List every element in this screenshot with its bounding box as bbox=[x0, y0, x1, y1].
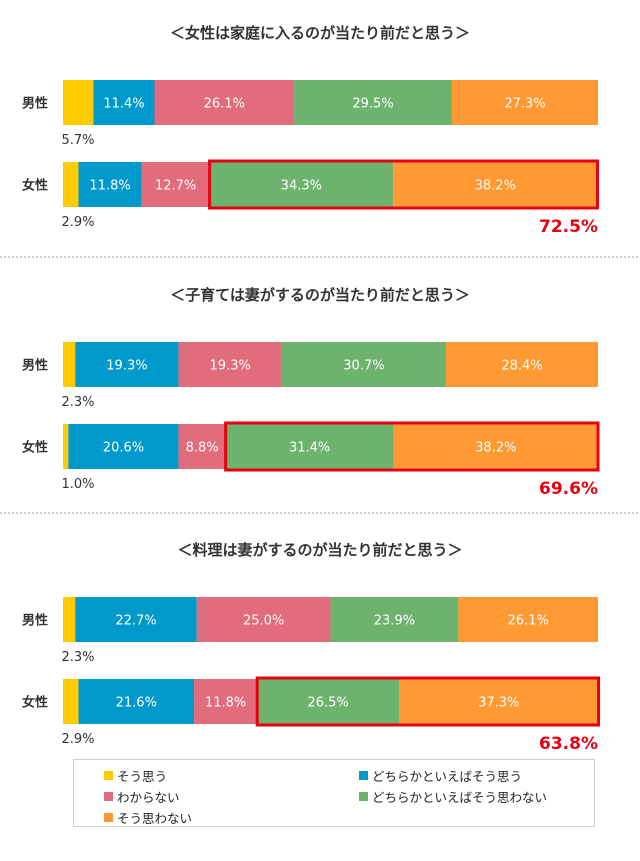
data-label: 37.3% bbox=[478, 696, 519, 711]
legend-swatch bbox=[104, 792, 113, 801]
data-label: 22.7% bbox=[115, 614, 156, 629]
legend-item: わからない bbox=[104, 787, 180, 806]
data-label: 2.3% bbox=[61, 395, 94, 410]
legend-label: そう思う bbox=[117, 769, 168, 784]
data-label: 2.9% bbox=[61, 215, 94, 230]
data-label: 30.7% bbox=[343, 359, 384, 374]
data-label: 1.0% bbox=[61, 477, 94, 492]
category-label: 男性 bbox=[22, 613, 48, 629]
data-label: 11.8% bbox=[205, 696, 246, 711]
highlight-box bbox=[208, 159, 599, 210]
chart-title: ＜子育ては妻がするのが当たり前だと思う＞ bbox=[170, 286, 470, 304]
data-label: 8.8% bbox=[186, 441, 219, 456]
data-label: 20.6% bbox=[103, 441, 144, 456]
bar-segment bbox=[68, 424, 179, 469]
data-label: 19.3% bbox=[106, 359, 147, 374]
bar-segment bbox=[78, 162, 142, 207]
bar-segment bbox=[63, 342, 76, 387]
category-label: 男性 bbox=[22, 96, 48, 112]
bar-segment bbox=[75, 342, 179, 387]
chart-legend: そう思う どちらかといえばそう思うわからない どちらかといえばそう思わないそう思わな… bbox=[73, 759, 595, 827]
highlight-total-label: 63.8% bbox=[539, 734, 598, 754]
bar-segment bbox=[75, 597, 197, 642]
bar-segment bbox=[446, 342, 598, 387]
bar-segment bbox=[281, 342, 447, 387]
bar-segment bbox=[141, 162, 210, 207]
data-label: 23.9% bbox=[374, 614, 415, 629]
bar-segment bbox=[154, 80, 295, 125]
legend-label: どちらかといえばそう思う bbox=[372, 769, 523, 784]
bar-segment bbox=[93, 80, 155, 125]
data-label: 34.3% bbox=[281, 179, 322, 194]
data-label: 25.0% bbox=[243, 614, 284, 629]
bar-segment bbox=[63, 80, 94, 125]
bar-segment bbox=[63, 162, 79, 207]
data-label: 11.8% bbox=[89, 179, 130, 194]
data-label: 21.6% bbox=[116, 696, 157, 711]
bar-segment bbox=[294, 80, 452, 125]
chart-title: ＜女性は家庭に入るのが当たり前だと思う＞ bbox=[170, 24, 470, 42]
legend-swatch bbox=[104, 813, 113, 822]
legend-swatch bbox=[359, 792, 368, 801]
data-label: 29.5% bbox=[352, 97, 393, 112]
data-label: 28.4% bbox=[501, 359, 542, 374]
bar-segment bbox=[63, 679, 79, 724]
legend-swatch bbox=[104, 771, 113, 780]
legend-swatch bbox=[359, 771, 368, 780]
legend-label: わからない bbox=[117, 790, 180, 805]
data-label: 38.2% bbox=[475, 179, 516, 194]
bar-segment bbox=[78, 679, 195, 724]
highlight-total-label: 72.5% bbox=[539, 217, 598, 237]
data-label: 12.7% bbox=[155, 179, 196, 194]
legend-label: そう思わない bbox=[117, 811, 193, 826]
data-label: 2.3% bbox=[61, 650, 94, 665]
highlight-total-label: 69.6% bbox=[539, 479, 598, 499]
data-label: 31.4% bbox=[289, 441, 330, 456]
legend-item: そう思わない bbox=[104, 808, 192, 827]
bar-segment bbox=[178, 424, 226, 469]
bar-segment bbox=[209, 162, 394, 207]
bar-segment bbox=[225, 424, 394, 469]
data-label: 2.9% bbox=[61, 732, 94, 747]
data-label: 19.3% bbox=[210, 359, 251, 374]
bar-segment bbox=[194, 679, 258, 724]
category-label: 男性 bbox=[22, 358, 48, 374]
legend-item: そう思う bbox=[104, 766, 167, 785]
data-label: 38.2% bbox=[475, 441, 516, 456]
bar-segment bbox=[393, 162, 598, 207]
bar-segment bbox=[178, 342, 282, 387]
bar-segment bbox=[63, 424, 69, 469]
highlight-box bbox=[224, 421, 600, 472]
category-label: 女性 bbox=[22, 695, 48, 711]
bar-segment bbox=[63, 597, 76, 642]
legend-item: どちらかといえばそう思わない bbox=[359, 787, 547, 806]
data-label: 26.1% bbox=[204, 97, 245, 112]
highlight-box bbox=[255, 676, 601, 727]
data-label: 27.3% bbox=[504, 97, 545, 112]
bar-segment bbox=[458, 597, 598, 642]
category-label: 女性 bbox=[22, 440, 48, 456]
data-label: 26.1% bbox=[508, 614, 549, 629]
bar-segment bbox=[393, 424, 598, 469]
data-label: 11.4% bbox=[103, 97, 144, 112]
chart-title: ＜料理は妻がするのが当たり前だと思う＞ bbox=[177, 541, 462, 559]
legend-label: どちらかといえばそう思わない bbox=[372, 790, 548, 805]
data-label: 26.5% bbox=[307, 696, 348, 711]
bar-segment bbox=[196, 597, 331, 642]
bar-segment bbox=[398, 679, 599, 724]
bar-segment bbox=[451, 80, 598, 125]
bar-segment bbox=[330, 597, 459, 642]
data-label: 5.7% bbox=[61, 133, 94, 148]
category-label: 女性 bbox=[22, 178, 48, 194]
legend-item: どちらかといえばそう思う bbox=[359, 766, 522, 785]
bar-segment bbox=[257, 679, 399, 724]
